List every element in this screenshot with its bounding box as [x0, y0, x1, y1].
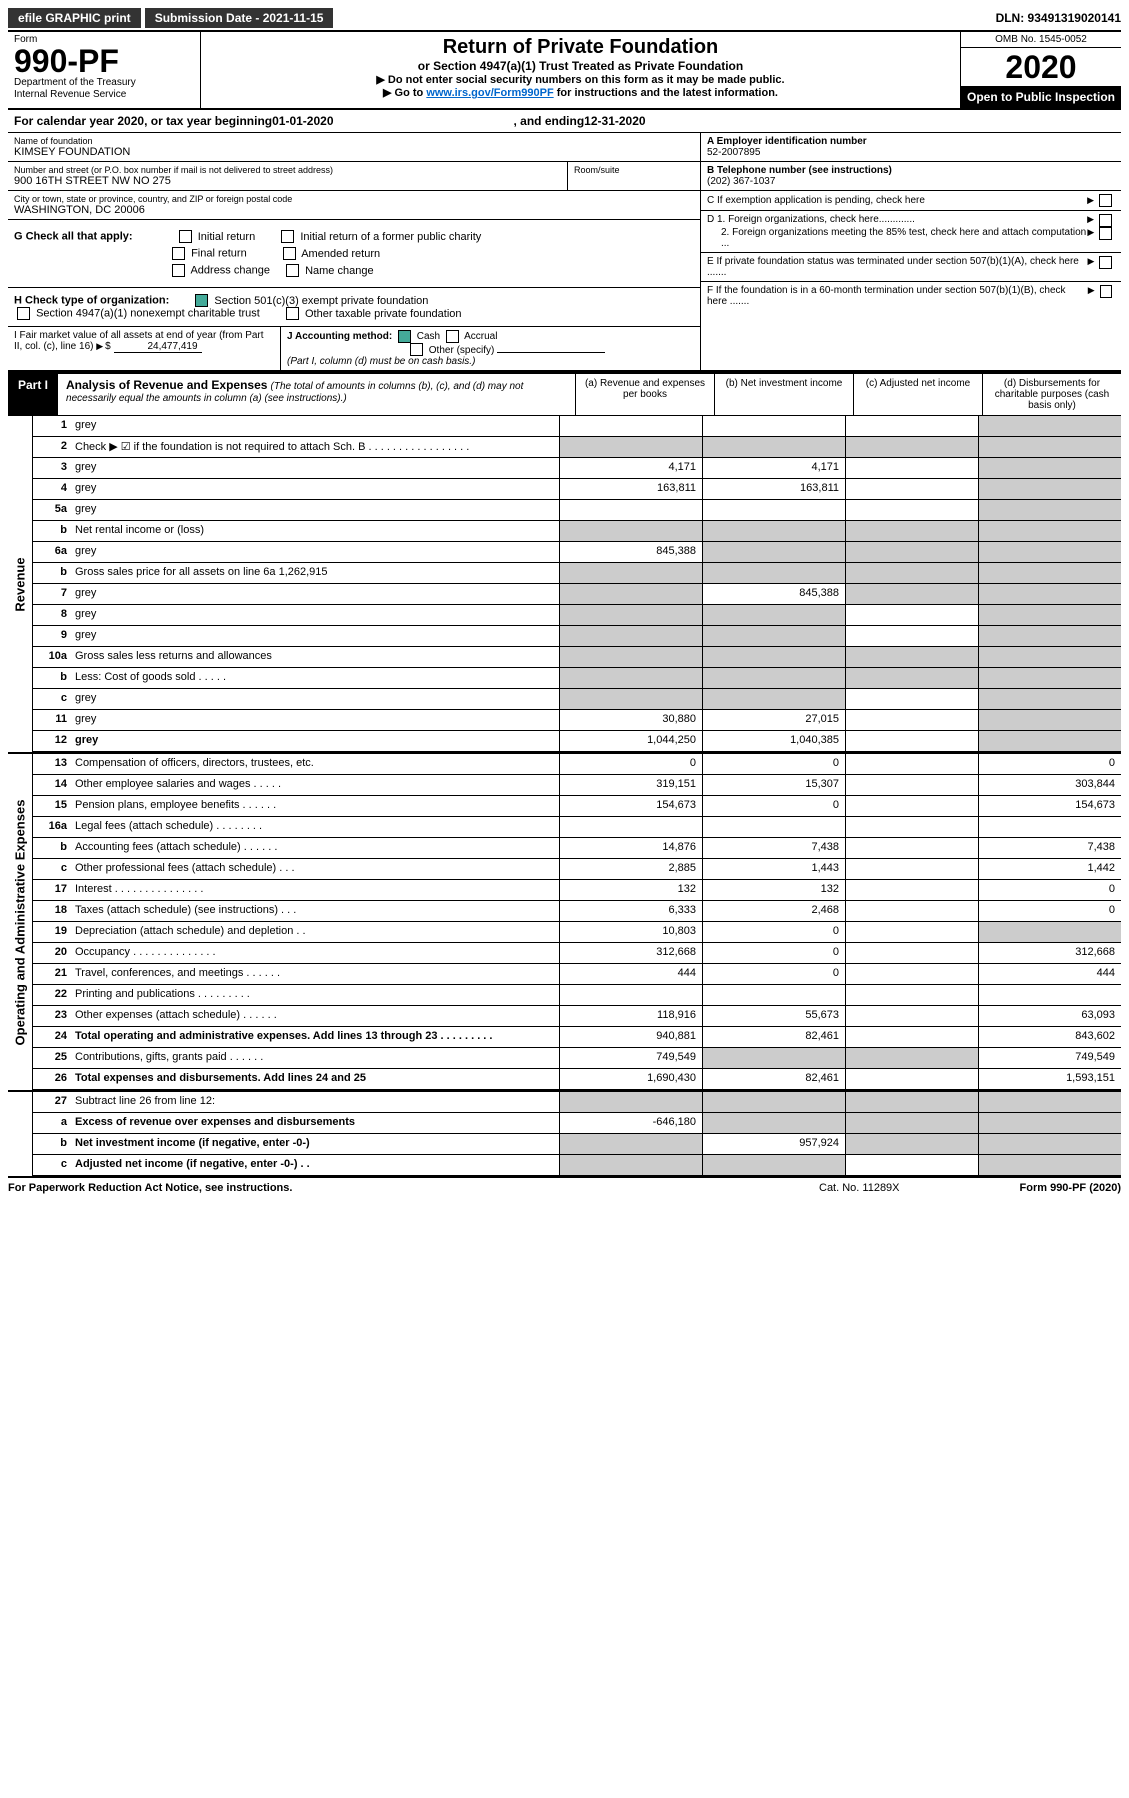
chk-4947[interactable] [17, 307, 30, 320]
chk-d1[interactable] [1099, 214, 1112, 227]
efile-btn[interactable]: efile GRAPHIC print [8, 8, 141, 28]
col-b-hdr: (b) Net investment income [714, 374, 853, 415]
chk-final[interactable] [172, 247, 185, 260]
name-label: Name of foundation [14, 136, 694, 146]
footer-left: For Paperwork Reduction Act Notice, see … [8, 1182, 292, 1194]
omb: OMB No. 1545-0052 [961, 32, 1121, 48]
bottom-section: 27Subtract line 26 from line 12:aExcess … [8, 1092, 1121, 1178]
open-public: Open to Public Inspection [961, 86, 1121, 108]
footer: For Paperwork Reduction Act Notice, see … [8, 1178, 1121, 1198]
instr1: ▶ Do not enter social security numbers o… [209, 73, 952, 86]
part1-header: Part I Analysis of Revenue and Expenses … [8, 372, 1121, 416]
chk-accrual[interactable] [446, 330, 459, 343]
chk-other-tax[interactable] [286, 307, 299, 320]
form-number: 990-PF [14, 45, 194, 77]
chk-501c3[interactable] [195, 294, 208, 307]
col-a-hdr: (a) Revenue and expenses per books [575, 374, 714, 415]
footer-cat: Cat. No. 11289X [819, 1182, 900, 1194]
chk-initial[interactable] [179, 230, 192, 243]
submission-date: Submission Date - 2021-11-15 [145, 8, 334, 28]
ein-label: A Employer identification number [707, 136, 867, 147]
tax-year: 2020 [961, 48, 1121, 86]
chk-cash[interactable] [398, 330, 411, 343]
form-subtitle: or Section 4947(a)(1) Trust Treated as P… [209, 59, 952, 73]
h-label: H Check type of organization: [14, 295, 169, 307]
footer-right: Form 990-PF (2020) [1020, 1182, 1121, 1194]
dept: Department of the Treasury Internal Reve… [14, 77, 194, 101]
chk-amended[interactable] [283, 247, 296, 260]
revenue-label: Revenue [13, 557, 28, 611]
chk-e[interactable] [1099, 256, 1112, 269]
fmv: 24,477,419 [114, 341, 202, 353]
ein: 52-2007895 [707, 147, 760, 158]
col-d-hdr: (d) Disbursements for charitable purpose… [982, 374, 1121, 415]
col-c-hdr: (c) Adjusted net income [853, 374, 982, 415]
part-label: Part I [8, 374, 58, 415]
city-label: City or town, state or province, country… [14, 194, 694, 204]
revenue-section: Revenue 1grey2Check ▶ ☑ if the foundatio… [8, 416, 1121, 754]
chk-name[interactable] [286, 264, 299, 277]
f-label: F If the foundation is in a 60-month ter… [707, 285, 1088, 307]
room-label: Room/suite [574, 165, 694, 175]
form-link[interactable]: www.irs.gov/Form990PF [426, 87, 553, 99]
address: 900 16TH STREET NW NO 275 [14, 175, 561, 187]
info-block: Name of foundation KIMSEY FOUNDATION Num… [8, 133, 1121, 372]
chk-other-acct[interactable] [410, 343, 423, 356]
top-bar: efile GRAPHIC print Submission Date - 20… [8, 8, 1121, 28]
chk-c[interactable] [1099, 194, 1112, 207]
telephone: (202) 367-1037 [707, 176, 775, 187]
g-row: G Check all that apply: Initial return I… [14, 230, 694, 243]
addr-label: Number and street (or P.O. box number if… [14, 165, 561, 175]
calendar-year: For calendar year 2020, or tax year begi… [8, 108, 1121, 133]
instr2: ▶ Go to www.irs.gov/Form990PF for instru… [209, 86, 952, 99]
c-label: C If exemption application is pending, c… [707, 195, 925, 206]
form-header: Form 990-PF Department of the Treasury I… [8, 30, 1121, 108]
opex-section: Operating and Administrative Expenses 13… [8, 754, 1121, 1092]
dln: DLN: 93491319020141 [996, 11, 1121, 25]
chk-f[interactable] [1100, 285, 1112, 298]
opex-label: Operating and Administrative Expenses [13, 799, 28, 1045]
e-label: E If private foundation status was termi… [707, 256, 1087, 278]
chk-initial-former[interactable] [281, 230, 294, 243]
foundation-name: KIMSEY FOUNDATION [14, 146, 694, 158]
form-title: Return of Private Foundation [209, 36, 952, 59]
chk-address[interactable] [172, 264, 185, 277]
city: WASHINGTON, DC 20006 [14, 204, 694, 216]
chk-d2[interactable] [1099, 227, 1112, 240]
tel-label: B Telephone number (see instructions) [707, 165, 892, 176]
